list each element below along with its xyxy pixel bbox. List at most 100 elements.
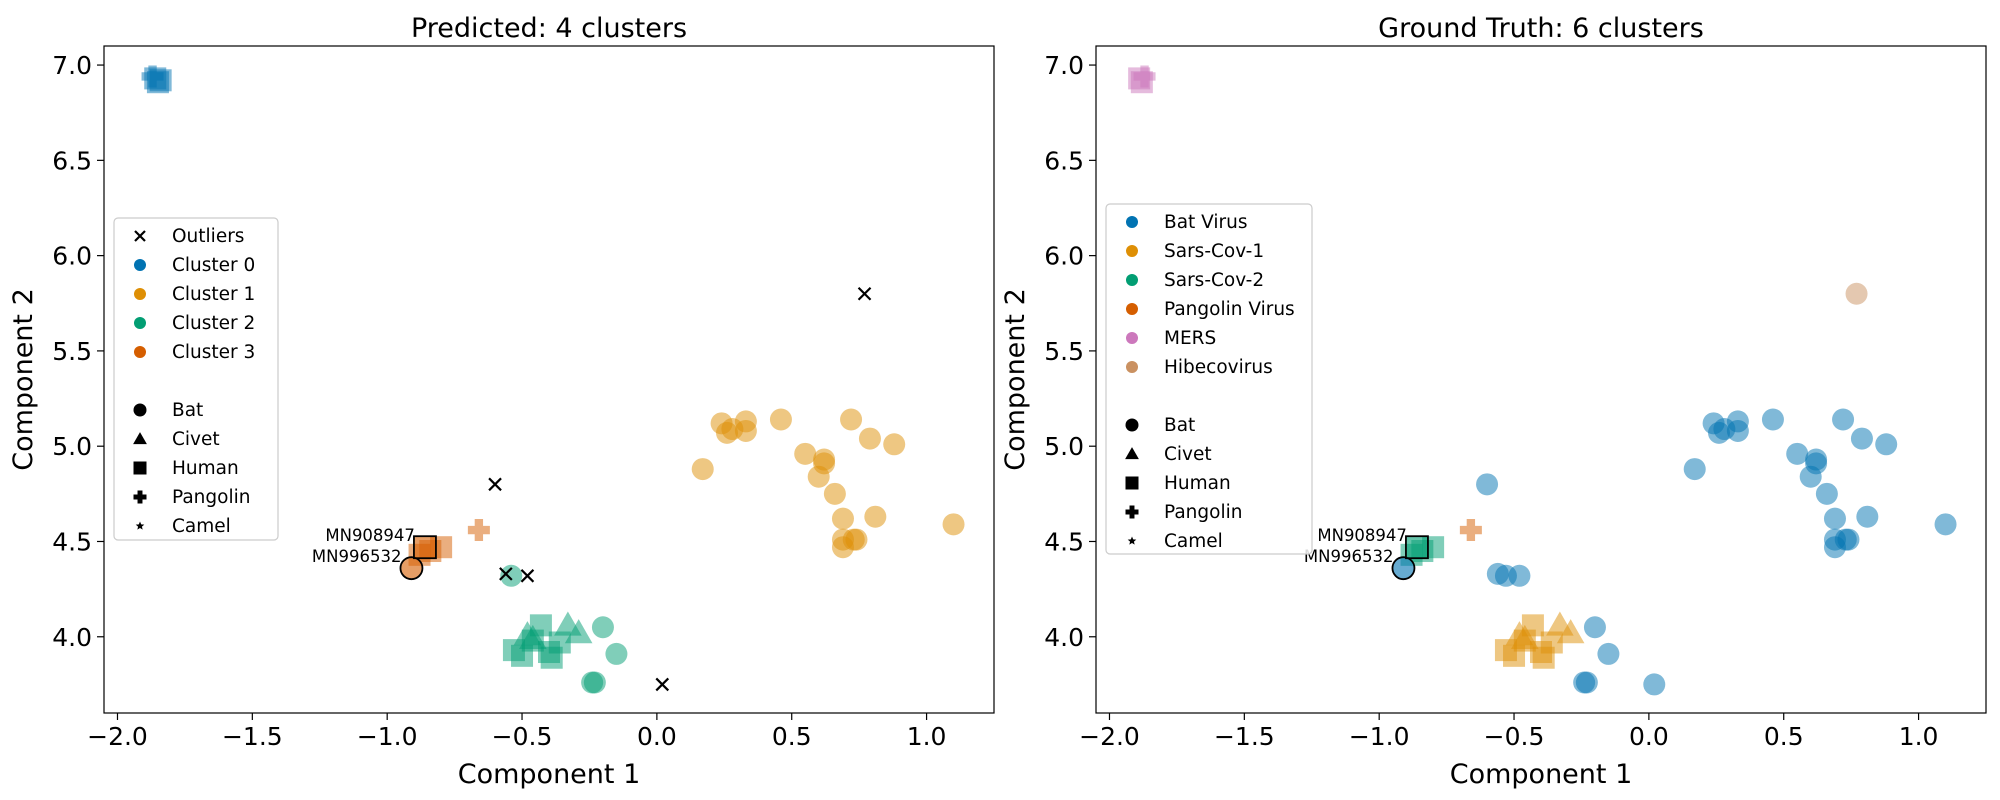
x-tick-label: −2.0: [87, 722, 148, 751]
legend-entry-label: Cluster 3: [172, 342, 255, 363]
x-tick-label: 1.0: [907, 722, 947, 751]
x-tick-label: −1.0: [357, 722, 418, 751]
y-tick-label: 6.0: [1044, 242, 1084, 271]
data-point: [794, 442, 817, 465]
x-tick-label: 1.0: [1899, 722, 1939, 751]
x-tick-label: −1.5: [1214, 722, 1275, 751]
legend-entry-label: Sars-Cov-1: [1164, 241, 1264, 262]
data-point: [1832, 408, 1855, 431]
x-tick-label: 0.5: [1764, 722, 1804, 751]
legend-entry-label: Civet: [172, 429, 220, 450]
y-tick-label: 4.5: [52, 527, 92, 556]
data-point: [1583, 616, 1606, 639]
y-tick-label: 4.5: [1044, 527, 1084, 556]
y-tick-label: 5.5: [52, 337, 92, 366]
legend-marker-icon: [1126, 245, 1138, 257]
data-point: [605, 642, 628, 665]
data-point: [1573, 671, 1596, 694]
data-point: [858, 427, 881, 450]
data-point: [149, 69, 172, 92]
data-point: [1511, 624, 1539, 650]
legend-entry-label: Pangolin: [1164, 502, 1242, 523]
data-point: [1805, 452, 1828, 475]
legend-marker-icon: [1126, 332, 1138, 344]
highlighted-point: [413, 535, 437, 560]
legend-marker-icon: [134, 259, 146, 271]
legend-marker-icon: [134, 346, 146, 358]
legend-entry-label: Human: [1164, 473, 1231, 494]
legend-frame: [113, 217, 279, 541]
legend-marker-icon: [134, 230, 146, 242]
annotation-label: MN908947: [325, 526, 415, 545]
x-tick-label: 0.5: [772, 722, 812, 751]
data-point: [1476, 473, 1499, 496]
legend-marker-icon: [1125, 505, 1139, 519]
data-point: [564, 619, 593, 644]
data-point: [488, 477, 502, 492]
legend-marker-icon: [133, 461, 147, 475]
legend-entry-label: Cluster 1: [172, 284, 255, 305]
legend-marker-icon: [1126, 303, 1138, 315]
data-point: [1845, 282, 1868, 305]
data-point: [840, 408, 863, 431]
annotation-label: MN908947: [1317, 526, 1407, 545]
data-point: [691, 458, 714, 481]
data-point: [942, 513, 965, 536]
legend-entry-label: Camel: [172, 516, 231, 537]
data-point: [1133, 65, 1156, 88]
y-tick-label: 6.5: [1044, 146, 1084, 175]
legend-entry-label: Cluster 2: [172, 313, 255, 334]
data-point: [1837, 528, 1860, 551]
legend-marker-icon: [1126, 361, 1138, 373]
legend-marker-icon: [134, 288, 146, 300]
data-point: [1643, 673, 1666, 696]
data-layer: [141, 65, 965, 694]
data-point: [581, 671, 604, 694]
y-tick-label: 7.0: [52, 51, 92, 80]
data-point: [1597, 642, 1620, 665]
legend-marker-icon: [1125, 447, 1139, 460]
x-tick-label: 0.0: [637, 722, 677, 751]
y-tick-label: 7.0: [1044, 51, 1084, 80]
legend-entry-label: Bat Virus: [1164, 212, 1248, 233]
data-point: [1540, 631, 1563, 654]
y-tick-label: 6.5: [52, 146, 92, 175]
data-point: [467, 519, 490, 542]
y-tick-label: 6.0: [52, 242, 92, 271]
legend-frame: [1105, 203, 1313, 555]
data-point: [655, 677, 670, 692]
data-point: [734, 419, 757, 442]
data-point: [1556, 619, 1585, 644]
x-axis-label: Component 1: [1450, 759, 1633, 790]
legend-marker-icon: [1127, 536, 1137, 545]
data-point: [520, 569, 535, 583]
data-point: [1761, 408, 1784, 431]
legend-entry-label: Pangolin: [172, 487, 250, 508]
data-point: [1726, 419, 1749, 442]
axes-frame: [103, 45, 995, 714]
x-tick-label: −0.5: [492, 722, 553, 751]
legend-entry-label: Human: [172, 458, 239, 479]
legend-entry-label: Pangolin Virus: [1164, 299, 1295, 320]
legend-entry-label: Civet: [1164, 444, 1212, 465]
data-layer: [1128, 65, 1957, 696]
data-point: [1850, 427, 1873, 450]
scatter-panel-predicted: Predicted: 4 clusters MN908947 MN996532 −2.…: [8, 13, 995, 790]
data-point: [1508, 564, 1531, 587]
data-point: [1934, 513, 1957, 536]
data-point: [1815, 482, 1838, 505]
data-point: [883, 433, 906, 456]
legend-marker-icon: [1126, 216, 1138, 228]
x-tick-label: 0.0: [1629, 722, 1669, 751]
legend-marker-icon: [133, 403, 147, 417]
legend: Bat Virus Sars-Cov-1 Sars-Cov-2 Pangolin Vi…: [1105, 203, 1313, 555]
y-tick-label: 5.5: [1044, 337, 1084, 366]
legend-marker-icon: [135, 521, 145, 530]
data-point: [519, 624, 547, 650]
data-point: [1683, 458, 1706, 481]
data-point: [813, 452, 836, 475]
legend-marker-icon: [1126, 274, 1138, 286]
highlighted-point: [399, 556, 424, 581]
x-tick-label: −1.5: [222, 722, 283, 751]
